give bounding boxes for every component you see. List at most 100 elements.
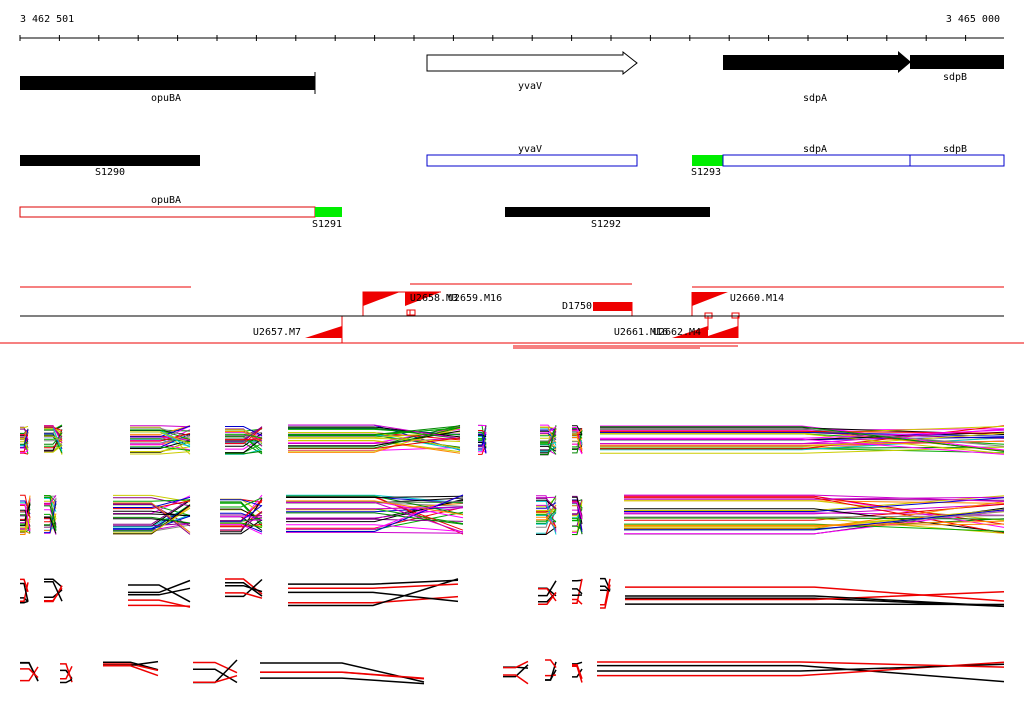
expression-line xyxy=(572,525,583,531)
expression-line xyxy=(536,526,557,535)
expression-tracks xyxy=(20,424,1005,685)
expression-line xyxy=(220,523,263,535)
expression-line xyxy=(572,501,583,520)
segment xyxy=(20,155,200,166)
expression-line xyxy=(220,519,263,535)
expression-line xyxy=(572,578,583,604)
expression-line xyxy=(193,661,238,674)
expression-line xyxy=(20,502,31,521)
feature-label: U2657.M7 xyxy=(253,327,301,338)
expression-line xyxy=(540,426,557,434)
expression-line xyxy=(220,499,263,507)
expression-line xyxy=(20,503,31,532)
ruler-start: 3 462 501 xyxy=(20,14,74,25)
expression-line xyxy=(600,431,1005,437)
ruler-end: 3 465 000 xyxy=(946,14,1000,25)
expression-line xyxy=(60,663,73,683)
expression-line xyxy=(600,438,1005,455)
expression-line xyxy=(44,497,57,528)
expression-line xyxy=(536,516,557,528)
expression-line xyxy=(220,509,263,519)
expression-line xyxy=(220,501,263,524)
feature-label: sdpB xyxy=(943,144,967,155)
expression-line xyxy=(130,441,191,453)
expression-line xyxy=(103,663,159,672)
expression-line xyxy=(44,425,63,444)
transcript-marks xyxy=(305,292,738,338)
expression-line xyxy=(20,497,31,513)
expression-line xyxy=(113,500,191,510)
expression-line xyxy=(625,590,1005,601)
expression-line xyxy=(220,504,263,522)
expression-line xyxy=(130,425,191,438)
feature-label: U2658.M3 xyxy=(410,293,458,304)
expression-line xyxy=(113,513,191,516)
expression-line xyxy=(225,584,263,593)
expression-line xyxy=(478,425,487,447)
expression-line xyxy=(113,499,191,502)
expression-line xyxy=(597,664,1005,683)
expression-line xyxy=(44,494,57,504)
expression-line xyxy=(286,506,464,510)
expression-line xyxy=(572,598,583,605)
expression-line xyxy=(536,502,557,509)
expression-line xyxy=(597,661,1005,668)
expression-line xyxy=(286,531,464,534)
expression-line xyxy=(545,674,557,677)
expression-line xyxy=(20,666,39,682)
feature-label: S1291 xyxy=(312,219,342,230)
expression-line xyxy=(600,584,611,609)
expression-line xyxy=(536,505,557,516)
gene-arrow xyxy=(723,51,911,73)
expression-line xyxy=(20,514,31,534)
expression-line xyxy=(286,506,464,529)
expression-line xyxy=(288,440,461,453)
expression-line xyxy=(44,500,57,505)
expression-line xyxy=(624,501,1005,529)
expression-line xyxy=(600,440,1005,446)
expression-line xyxy=(478,433,487,453)
expression-line xyxy=(624,523,1005,527)
expression-line xyxy=(288,427,461,440)
expression-line xyxy=(20,452,29,455)
segment xyxy=(315,207,342,217)
expression-line xyxy=(572,495,583,517)
expression-line xyxy=(545,661,557,681)
expression-line xyxy=(225,592,263,599)
expression-line xyxy=(225,431,263,442)
expression-line xyxy=(103,661,159,671)
expression-line xyxy=(572,429,583,432)
expression-line xyxy=(60,665,73,680)
expression-line xyxy=(572,427,583,450)
expression-line xyxy=(220,523,263,528)
expression-line xyxy=(113,498,191,525)
expression-line xyxy=(536,514,557,522)
expression-line xyxy=(286,494,464,504)
expression-line xyxy=(130,446,191,451)
expression-line xyxy=(600,426,1005,452)
feature-label: sdpA xyxy=(803,144,827,155)
expression-line xyxy=(225,435,263,454)
feature-label: S1292 xyxy=(591,219,621,230)
expression-line xyxy=(286,502,464,511)
segment xyxy=(426,154,638,167)
expression-line xyxy=(20,434,29,437)
expression-line xyxy=(624,517,1005,520)
expression-line xyxy=(130,439,191,449)
expression-line xyxy=(286,524,464,533)
expression-line xyxy=(624,509,1005,528)
expression-line xyxy=(624,494,1005,502)
expression-line xyxy=(225,578,263,598)
expression-line xyxy=(44,424,63,431)
segment xyxy=(722,154,911,167)
feature-label: D1750 xyxy=(562,301,592,312)
expression-line xyxy=(225,450,263,455)
expression-line xyxy=(572,425,583,436)
expression-line xyxy=(60,678,73,684)
expression-line xyxy=(597,661,1005,677)
expression-line xyxy=(600,429,1005,439)
expression-line xyxy=(624,495,1005,511)
expression-line xyxy=(572,661,583,665)
expression-line xyxy=(572,443,583,455)
